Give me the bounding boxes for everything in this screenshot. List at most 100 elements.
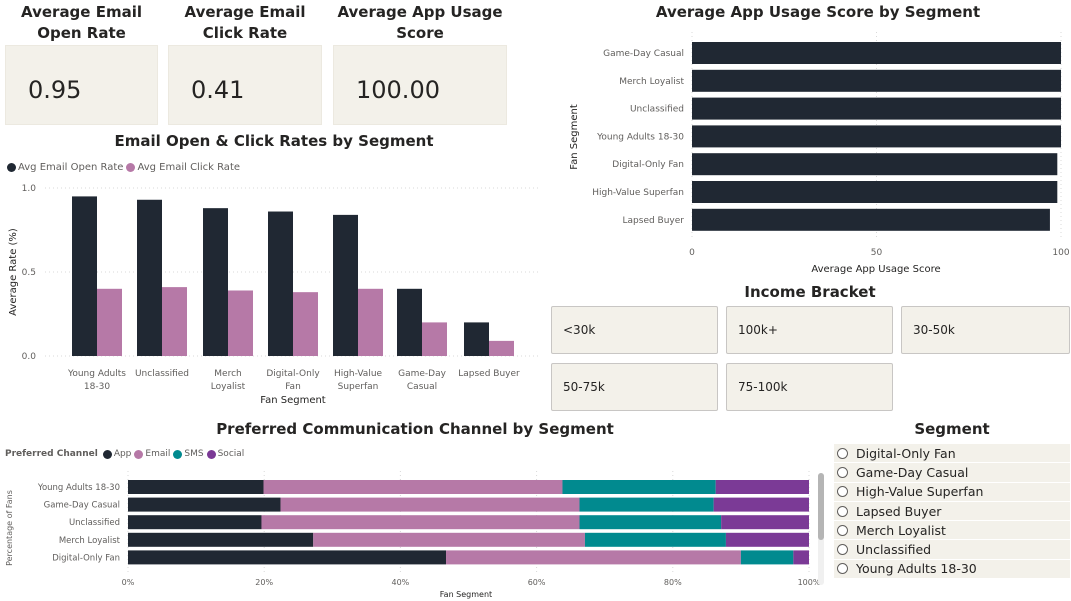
y-tick-label: Lapsed Buyer <box>623 216 685 226</box>
bar-open <box>397 288 422 356</box>
bar-segment-app <box>128 515 262 530</box>
bar-segment-app <box>128 480 264 494</box>
legend-label[interactable]: Avg Email Open Rate <box>18 162 124 173</box>
y-tick-label: Merch Loyalist <box>59 536 121 546</box>
legend-label[interactable]: Social <box>217 449 245 459</box>
kpi-card-click-rate: 0.41 <box>168 45 322 125</box>
x-tick-label: Loyalist <box>211 382 246 392</box>
x-tick-label: 60% <box>528 578 546 587</box>
x-tick-label: 20% <box>255 578 273 587</box>
bar <box>692 181 1058 203</box>
bar-click <box>97 288 122 356</box>
kpi-title-app-usage: Average App Usage Score <box>337 3 503 42</box>
bar-click <box>422 322 447 356</box>
bar-segment-sms <box>584 532 726 547</box>
bar-segment-app <box>128 497 281 512</box>
bar <box>692 208 1050 231</box>
y-tick-label: 0.5 <box>22 268 36 278</box>
y-tick-label: Unclassified <box>630 105 684 115</box>
segment-option[interactable]: Unclassified <box>834 540 1070 560</box>
bar-segment-social <box>793 550 809 565</box>
y-axis-title: Percentage of Fans <box>5 490 14 566</box>
income-option-30-50k[interactable]: 30-50k <box>901 306 1070 354</box>
kpi-title-click-rate: Average Email Click Rate <box>184 3 306 42</box>
bar <box>692 69 1061 92</box>
legend-label[interactable]: SMS <box>184 449 204 459</box>
radio-icon[interactable] <box>837 447 848 459</box>
channel-chart-legend: Preferred Channel App Email SMS Social <box>5 449 244 459</box>
segment-option[interactable]: Merch Loyalist <box>834 521 1070 541</box>
legend-dot-click <box>126 163 136 172</box>
income-option-lt30k[interactable]: <30k <box>551 306 718 354</box>
segment-option[interactable]: Lapsed Buyer <box>834 502 1070 522</box>
bar-click <box>358 288 383 356</box>
bar-segment-social <box>725 532 809 547</box>
bar <box>692 153 1058 176</box>
bar-segment-sms <box>579 497 714 512</box>
income-option-50-75k[interactable]: 50-75k <box>551 363 718 411</box>
legend-label[interactable]: App <box>113 449 132 459</box>
x-tick-label: 80% <box>664 578 682 587</box>
segment-option[interactable]: Digital-Only Fan <box>834 444 1070 464</box>
x-tick-label: 100 <box>1052 248 1069 258</box>
channel-chart-scrollbar-track[interactable] <box>818 473 824 585</box>
x-tick-label: Lapsed Buyer <box>458 369 520 379</box>
radio-icon[interactable] <box>837 544 848 556</box>
legend-label[interactable]: Email <box>145 449 171 459</box>
y-axis-title: Fan Segment <box>569 104 580 170</box>
segment-option-label: Digital-Only Fan <box>856 445 956 461</box>
kpi-value: 100.00 <box>356 76 440 104</box>
y-tick-label: Merch Loyalist <box>619 77 684 87</box>
segment-option[interactable]: High-Value Superfan <box>834 483 1070 502</box>
segment-slicer-title: Segment <box>914 420 990 438</box>
segment-option-label: Unclassified <box>856 542 932 558</box>
income-option-75-100k[interactable]: 75-100k <box>726 363 893 411</box>
bar-segment-app <box>128 550 447 565</box>
bar-segment-sms <box>740 550 794 565</box>
bar-open <box>72 196 97 356</box>
x-axis-title: Average App Usage Score <box>811 264 940 275</box>
segment-slicer-list: Digital-Only Fan Game-Day Casual High-Valu… <box>834 444 1070 578</box>
radio-icon[interactable] <box>837 466 848 478</box>
bar-open <box>137 199 162 356</box>
bar-segment-email <box>263 480 563 494</box>
bar-click <box>489 340 514 356</box>
bar-click <box>162 287 187 356</box>
y-tick-label: 1.0 <box>22 184 37 194</box>
radio-icon[interactable] <box>837 563 848 575</box>
x-tick-label: Young Adults <box>67 369 126 379</box>
radio-icon[interactable] <box>837 524 848 536</box>
segment-option[interactable]: Young Adults 18-30 <box>834 560 1070 578</box>
bar-segment-email <box>280 497 580 512</box>
x-tick-label: 0 <box>689 248 695 258</box>
bar-click <box>228 290 253 356</box>
x-tick-label: Superfan <box>338 382 379 392</box>
bar-open <box>268 211 293 356</box>
x-tick-label: Game-Day <box>398 369 446 379</box>
bar-segment-email <box>446 550 741 565</box>
x-tick-label: Casual <box>407 382 437 392</box>
legend-label[interactable]: Avg Email Click Rate <box>137 162 241 173</box>
x-tick-label: Unclassified <box>135 369 189 379</box>
kpi-value: 0.41 <box>191 76 245 104</box>
app-chart-title: Average App Usage Score by Segment <box>655 3 981 21</box>
bar-segment-social <box>721 515 809 530</box>
bar-open <box>203 208 228 356</box>
bar-segment-app <box>128 532 314 547</box>
bar-segment-social <box>713 497 809 512</box>
y-tick-label: 0.0 <box>22 352 37 362</box>
bar-segment-sms <box>562 480 716 494</box>
kpi-card-app-usage: 100.00 <box>333 45 507 125</box>
x-tick-label: 0% <box>122 578 135 587</box>
income-option-100k-plus[interactable]: 100k+ <box>726 306 893 354</box>
x-tick-label: High-Value <box>334 369 383 379</box>
radio-icon[interactable] <box>837 486 848 498</box>
legend-title: Preferred Channel <box>5 449 98 459</box>
bar-segment-email <box>313 532 585 547</box>
email-chart: 0.0 0.5 1.0 Young Adults 18-30 Unclassified Me… <box>8 184 540 406</box>
segment-option[interactable]: Game-Day Casual <box>834 463 1070 483</box>
radio-icon[interactable] <box>837 505 848 517</box>
x-axis-title: Fan Segment <box>440 590 492 599</box>
scrollbar-thumb[interactable] <box>818 473 824 540</box>
kpi-card-open-rate: 0.95 <box>5 45 158 125</box>
